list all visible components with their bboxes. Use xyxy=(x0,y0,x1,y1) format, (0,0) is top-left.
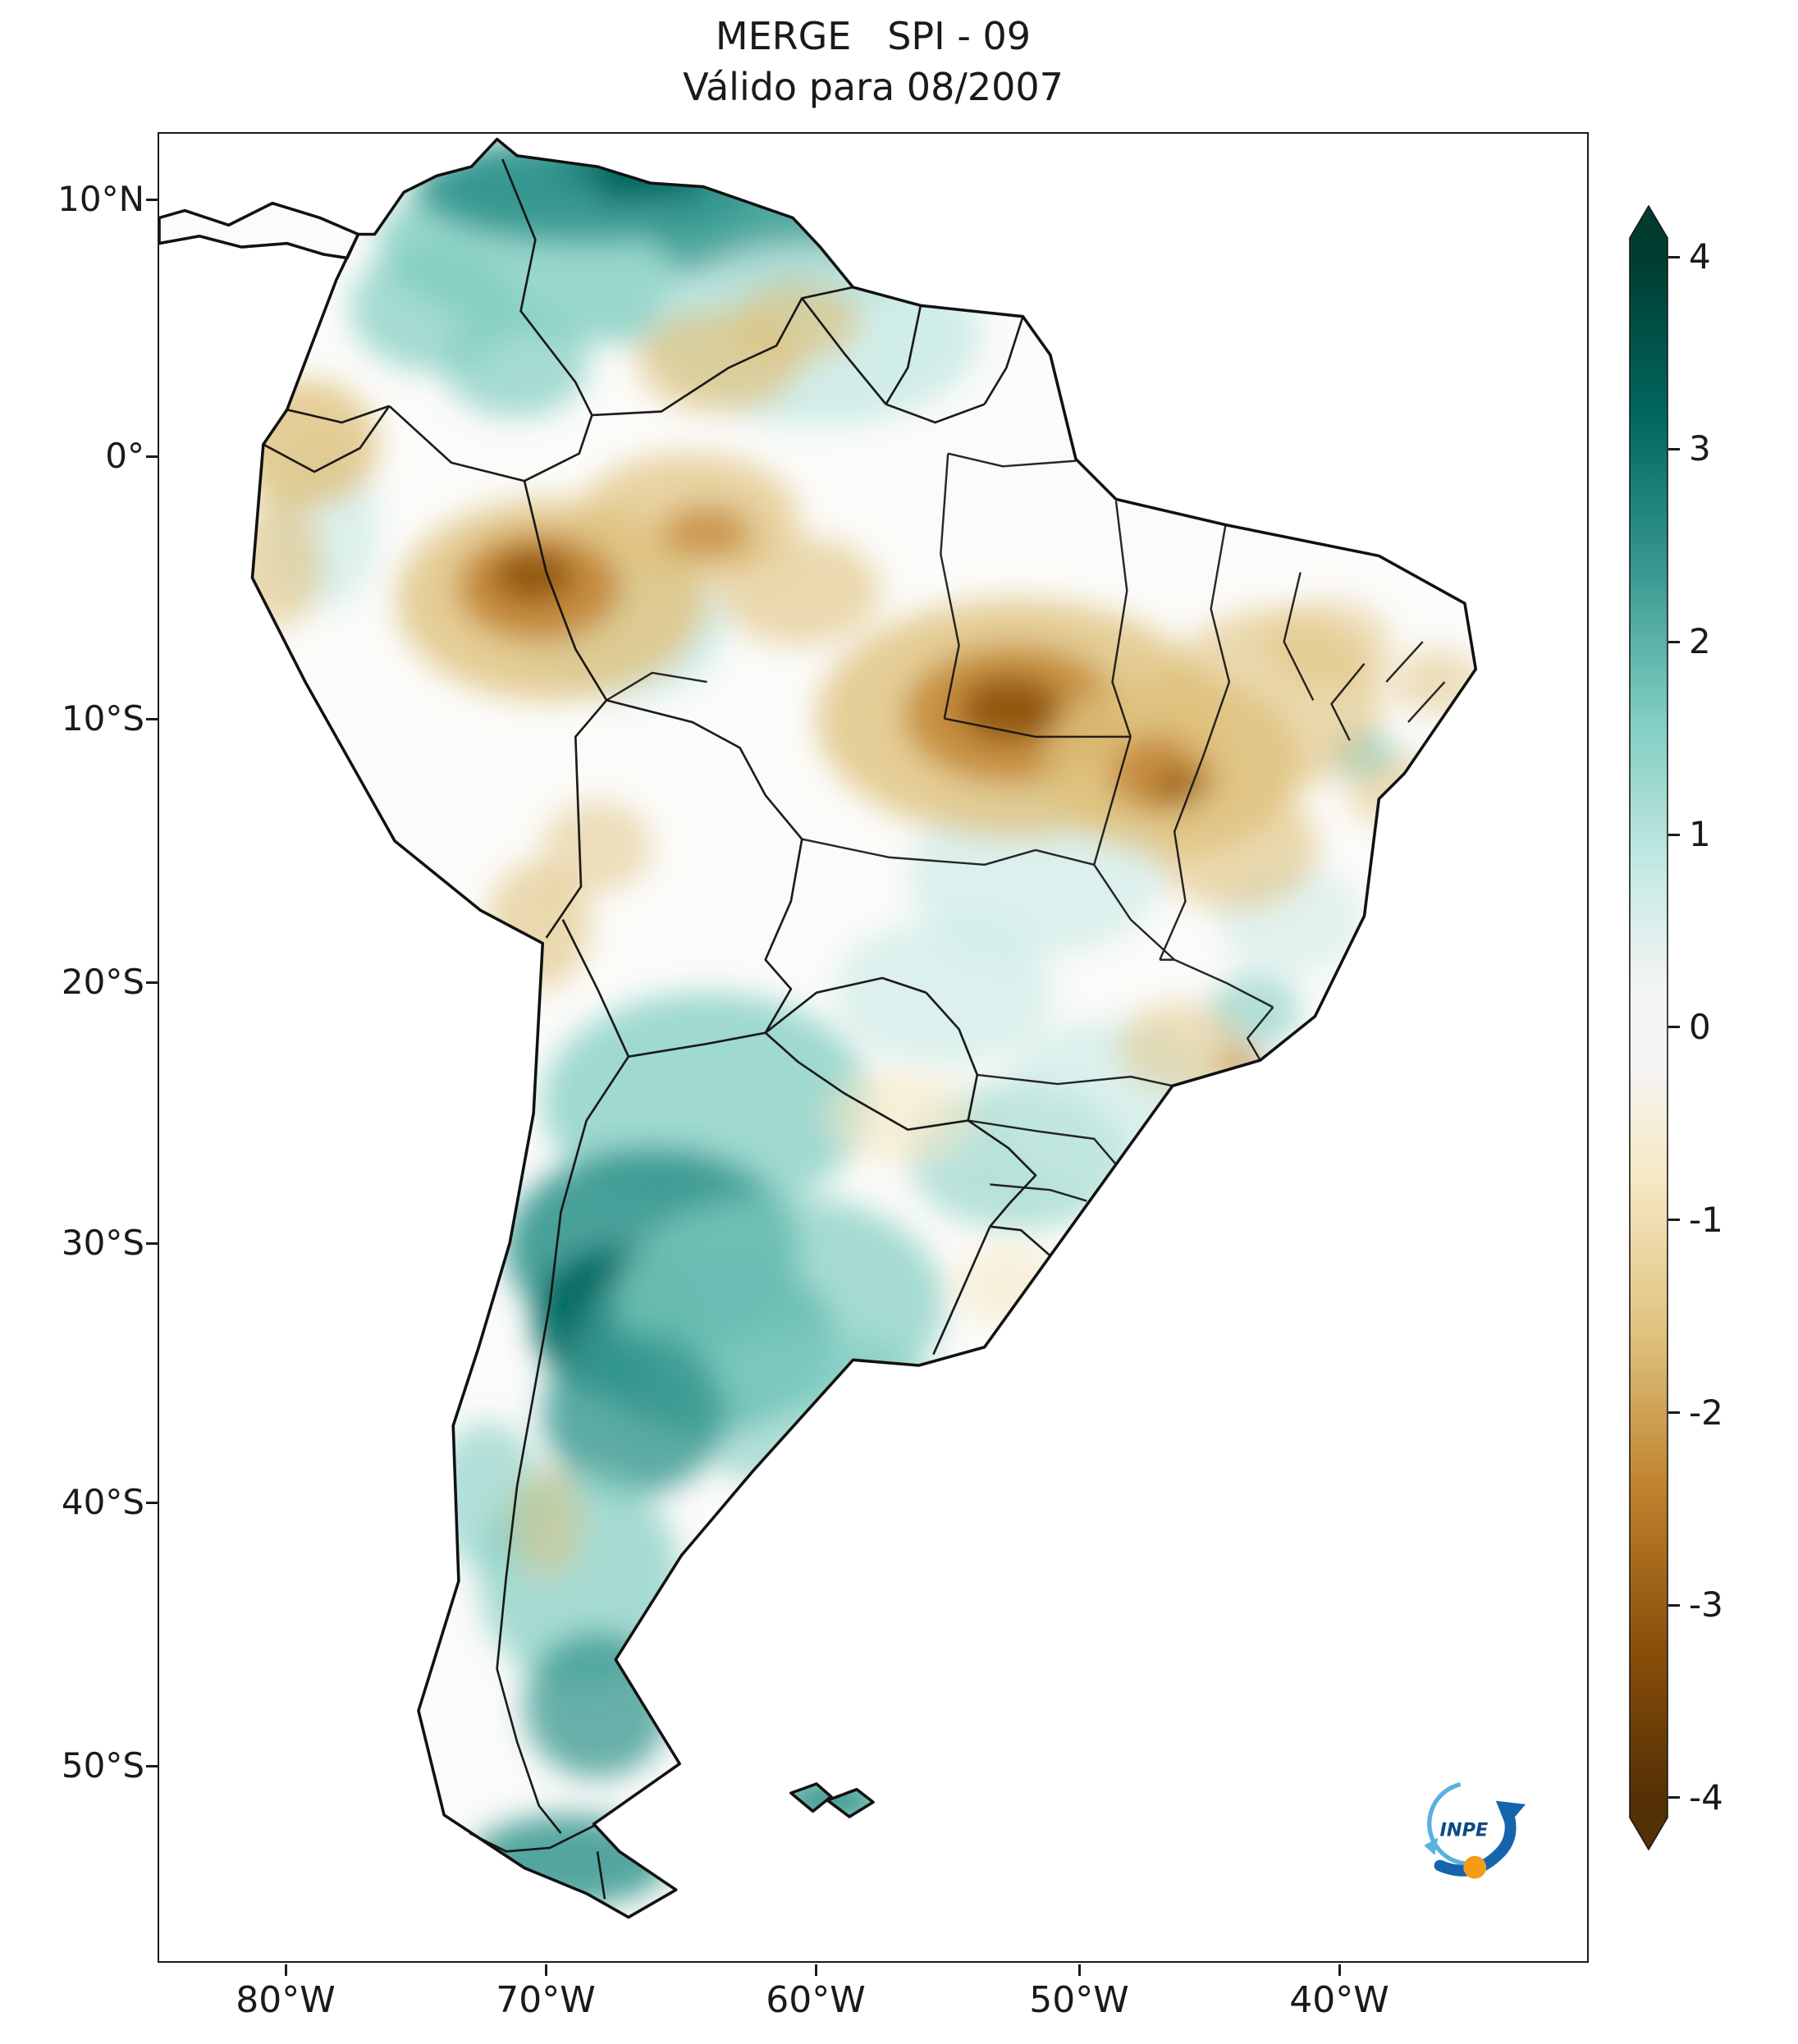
y-tick-label: 0° xyxy=(105,436,144,476)
spi-field xyxy=(159,139,1476,1918)
colorbar-tick xyxy=(1668,1219,1680,1221)
state-borders xyxy=(606,452,1446,1202)
colorbar-tick-label: 4 xyxy=(1689,236,1711,277)
axis-tick xyxy=(545,1964,547,1976)
x-tick-label: 40°W xyxy=(1289,1979,1389,2021)
axis-tick xyxy=(146,981,158,984)
colorbar-tick xyxy=(1668,834,1680,836)
axis-tick xyxy=(815,1964,817,1976)
colorbar-tick-label: -3 xyxy=(1689,1584,1723,1625)
map-canvas xyxy=(159,137,1478,1919)
x-tick-label: 60°W xyxy=(766,1979,866,2021)
inpe-logo: INPE xyxy=(1407,1771,1538,1894)
colorbar-tick-label: 3 xyxy=(1689,428,1711,469)
panama-strip xyxy=(159,201,360,260)
inpe-logo-graphic: INPE xyxy=(1424,1781,1526,1879)
axis-tick xyxy=(146,1765,158,1767)
axis-tick xyxy=(146,455,158,458)
colorbar-tick-label: -2 xyxy=(1689,1392,1723,1433)
x-tick-label: 80°W xyxy=(236,1979,336,2021)
colorbar-tick-label: 0 xyxy=(1689,1007,1711,1047)
inpe-swirl-arrowhead-icon xyxy=(1424,1837,1439,1855)
y-tick-label: 10°S xyxy=(61,698,144,738)
x-tick-label: 70°W xyxy=(496,1979,596,2021)
axis-tick xyxy=(285,1964,287,1976)
colorbar-tick xyxy=(1668,448,1680,450)
inpe-arrowhead-icon xyxy=(1495,1800,1526,1827)
figure-subtitle: Válido para 08/2007 xyxy=(683,65,1064,109)
inpe-logo-text: INPE xyxy=(1440,1819,1489,1841)
inpe-arrow-icon xyxy=(1434,1814,1517,1877)
y-tick-label: 30°S xyxy=(61,1223,144,1263)
axis-tick xyxy=(146,1502,158,1504)
y-tick-label: 40°S xyxy=(61,1482,144,1522)
x-tick-label: 50°W xyxy=(1029,1979,1129,2021)
axis-tick xyxy=(146,199,158,201)
y-tick-label: 20°S xyxy=(61,962,144,1002)
colorbar-tick-label: -1 xyxy=(1689,1200,1723,1240)
colorbar-tick xyxy=(1668,1026,1680,1028)
colorbar-tick-label: -4 xyxy=(1689,1777,1723,1818)
colorbar-tick xyxy=(1668,1796,1680,1799)
y-tick-label: 50°S xyxy=(61,1745,144,1786)
y-tick-label: 10°N xyxy=(57,179,144,219)
colorbar-tick xyxy=(1668,641,1680,643)
figure-title: MERGE SPI - 09 xyxy=(715,14,1032,58)
axis-tick xyxy=(1338,1964,1341,1976)
south-america-outline xyxy=(159,137,1478,1919)
colorbar-tick-label: 2 xyxy=(1689,621,1711,661)
axis-tick xyxy=(146,1242,158,1245)
axis-tick xyxy=(146,718,158,720)
falkland-islands xyxy=(826,1787,875,1818)
colorbar-gradient xyxy=(1629,205,1668,1850)
falkland-islands xyxy=(789,1782,833,1813)
inpe-orange-dot-icon xyxy=(1463,1855,1487,1879)
map-frame: INPE xyxy=(158,132,1589,1963)
colorbar-tick xyxy=(1668,1604,1680,1607)
colorbar-tick xyxy=(1668,1411,1680,1414)
colorbar-tick-label: 1 xyxy=(1689,814,1711,854)
axis-tick xyxy=(1078,1964,1081,1976)
colorbar-tick xyxy=(1668,256,1680,258)
colorbar xyxy=(1629,205,1668,1850)
